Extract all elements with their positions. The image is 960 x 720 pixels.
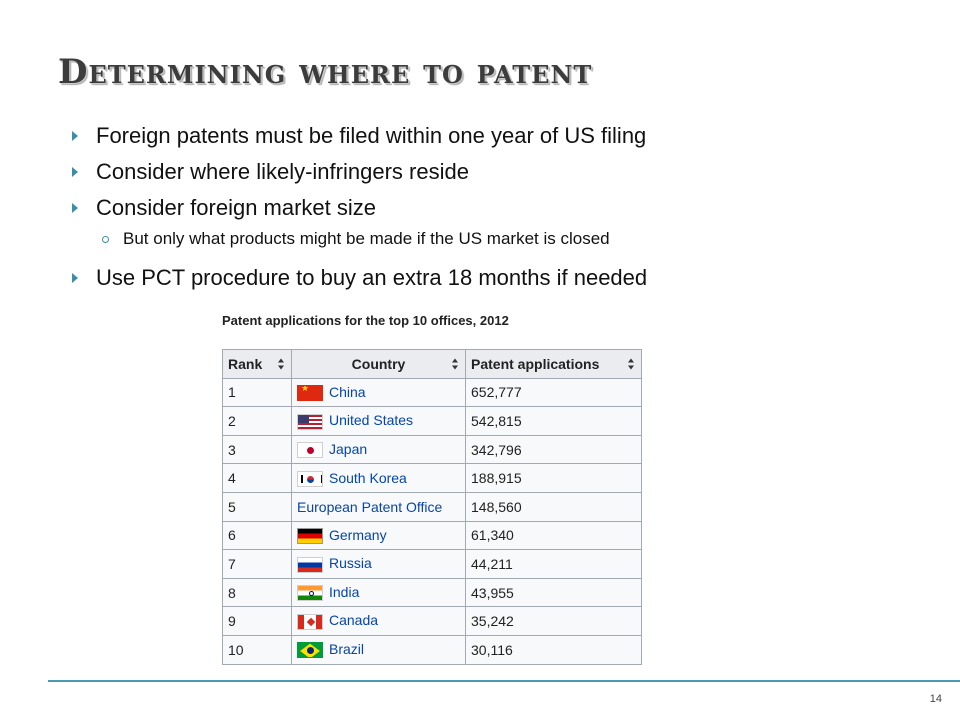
us-flag-icon xyxy=(297,413,323,430)
china-flag-icon xyxy=(297,385,323,402)
germany-flag-icon xyxy=(297,528,323,544)
country-header-label: Country xyxy=(351,355,406,372)
applications-cell: 652,777 xyxy=(465,377,642,408)
bullet-item: Foreign patents must be filed within one… xyxy=(72,118,647,154)
sub-bullet-text: But only what products might be made if … xyxy=(123,229,610,248)
bullet-text: Consider foreign market size xyxy=(96,195,377,220)
rank-cell: 6 xyxy=(222,520,292,551)
footer-divider xyxy=(48,680,960,682)
rank-cell: 4 xyxy=(222,463,292,493)
country-cell: Canada xyxy=(291,606,466,636)
rank-cell: 7 xyxy=(222,549,292,579)
bullet-text: Foreign patents must be filed within one… xyxy=(96,123,647,148)
sort-icon[interactable] xyxy=(628,358,635,370)
japan-flag-icon xyxy=(297,442,323,459)
country-cell: Japan xyxy=(291,434,466,465)
country-cell: South Korea xyxy=(291,463,466,493)
country-cell: Russia xyxy=(291,549,466,579)
country-cell: India xyxy=(291,577,466,608)
country-cell: Germany xyxy=(291,520,466,551)
canada-flag-icon xyxy=(297,613,323,630)
country-link[interactable]: China xyxy=(329,383,366,400)
bullet-item: Consider foreign market size xyxy=(72,190,647,226)
country-cell: China xyxy=(291,377,466,408)
country-link[interactable]: Germany xyxy=(329,526,387,543)
country-link[interactable]: United States xyxy=(329,412,414,429)
rank-cell: 9 xyxy=(222,606,292,636)
rank-cell: 8 xyxy=(222,577,292,608)
rank-cell: 3 xyxy=(222,434,292,465)
applications-column-header[interactable]: Patent applications xyxy=(465,349,642,379)
country-link[interactable]: Russia xyxy=(329,555,372,572)
sub-bullet-circle-icon xyxy=(102,236,109,243)
table-header-row: Rank Country Patent applications xyxy=(222,349,642,379)
table-caption: Patent applications for the top 10 offic… xyxy=(222,313,509,328)
rank-cell: 5 xyxy=(222,491,292,522)
country-link[interactable]: Japan xyxy=(329,440,368,457)
sub-bullet-item: But only what products might be made if … xyxy=(72,226,647,260)
table-row: 6 Germany 61,340 xyxy=(222,520,642,551)
bullet-arrow-icon xyxy=(72,131,78,141)
applications-cell: 148,560 xyxy=(465,491,642,522)
country-cell: United States xyxy=(291,406,466,436)
table-row: 3 Japan 342,796 xyxy=(222,434,642,465)
applications-cell: 342,796 xyxy=(465,434,642,465)
bullet-arrow-icon xyxy=(72,203,78,213)
country-link[interactable]: European Patent Office xyxy=(297,498,443,515)
country-cell: European Patent Office xyxy=(291,491,466,522)
page-number: 14 xyxy=(929,693,942,705)
bullet-text: Consider where likely-infringers reside xyxy=(96,159,469,184)
country-cell: Brazil xyxy=(291,634,466,665)
patent-applications-table: Rank Country Patent applications 1 China… xyxy=(222,349,642,665)
table-row: 10 Brazil 30,116 xyxy=(222,634,642,665)
bullet-arrow-icon xyxy=(72,167,78,177)
applications-cell: 61,340 xyxy=(465,520,642,551)
slide-title: Determining where to patent xyxy=(58,52,593,92)
brazil-flag-icon xyxy=(297,642,323,659)
applications-header-label: Patent applications xyxy=(471,355,600,372)
table-row: 5 European Patent Office 148,560 xyxy=(222,491,642,522)
country-column-header[interactable]: Country xyxy=(291,349,466,379)
rank-cell: 10 xyxy=(222,634,292,665)
applications-cell: 188,915 xyxy=(465,463,642,493)
india-flag-icon xyxy=(297,585,323,602)
country-link[interactable]: South Korea xyxy=(329,469,407,486)
table-row: 1 China 652,777 xyxy=(222,377,642,408)
applications-cell: 43,955 xyxy=(465,577,642,608)
applications-cell: 44,211 xyxy=(465,549,642,579)
bullet-item: Use PCT procedure to buy an extra 18 mon… xyxy=(72,260,647,296)
sort-icon[interactable] xyxy=(278,358,285,370)
russia-flag-icon xyxy=(297,556,323,573)
rank-column-header[interactable]: Rank xyxy=(222,349,292,379)
sort-icon[interactable] xyxy=(452,358,459,370)
table-row: 8 India 43,955 xyxy=(222,577,642,608)
bullet-arrow-icon xyxy=(72,273,78,283)
country-link[interactable]: Brazil xyxy=(329,641,365,658)
rank-header-label: Rank xyxy=(228,355,263,372)
table-row: 2 United States 542,815 xyxy=(222,406,642,436)
bullet-item: Consider where likely-infringers reside xyxy=(72,154,647,190)
south-korea-flag-icon xyxy=(297,470,323,487)
applications-cell: 542,815 xyxy=(465,406,642,436)
applications-cell: 35,242 xyxy=(465,606,642,636)
table-row: 4 South Korea 188,915 xyxy=(222,463,642,493)
country-link[interactable]: Canada xyxy=(329,612,379,629)
rank-cell: 1 xyxy=(222,377,292,408)
applications-cell: 30,116 xyxy=(465,634,642,665)
table-row: 9 Canada 35,242 xyxy=(222,606,642,636)
bullet-list: Foreign patents must be filed within one… xyxy=(72,118,647,296)
country-link[interactable]: India xyxy=(329,583,360,600)
rank-cell: 2 xyxy=(222,406,292,436)
table-row: 7 Russia 44,211 xyxy=(222,549,642,579)
bullet-text: Use PCT procedure to buy an extra 18 mon… xyxy=(96,265,648,290)
